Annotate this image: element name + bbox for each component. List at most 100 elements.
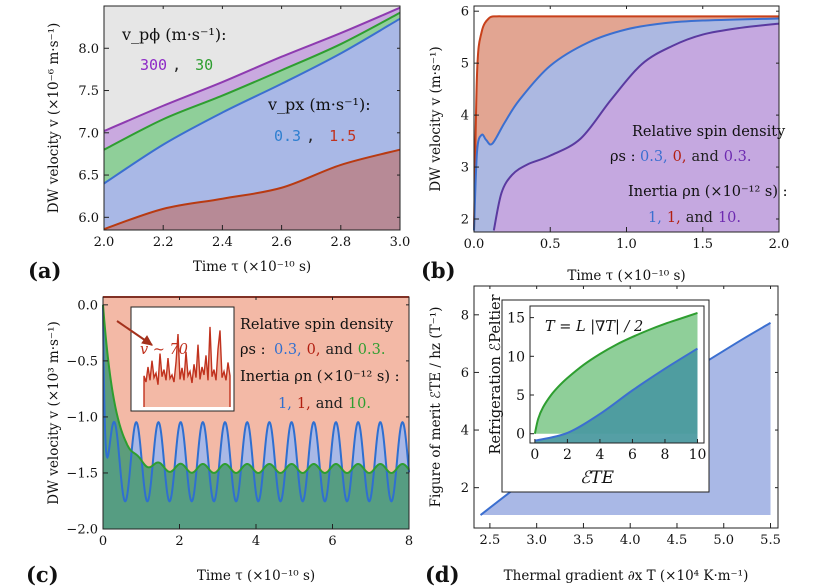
panel-a-vp-values-value: 30 [195, 56, 213, 74]
panel-b-xtick-label: 0.0 [464, 237, 485, 252]
panel-a-line-purple [103, 6, 401, 133]
panel-d-inset-frame [529, 305, 705, 444]
panel-c-ytick-label: −0.5 [66, 354, 98, 369]
panel-d-inset-line-blue [534, 347, 699, 442]
panel-a-ytick-label: 7.0 [78, 126, 99, 141]
panel-c-spin-values-value: and [326, 342, 353, 358]
panel-c-xtick-label: 8 [405, 534, 413, 549]
panel-b-line-red [473, 15, 779, 231]
panel-a-xtick-label: 2.8 [330, 235, 351, 250]
panel-d-inset: 0 2 4 6 8 10 0 5 10 15 T = L |∇T| / 2 ℰTE Refrigerat… [488, 294, 710, 493]
panel-c-inertia-values-value: 1, [278, 396, 292, 412]
panel-b-inertia-values: 1, 1, and 10. [648, 210, 741, 226]
panel-a-ytick-label: 8.0 [78, 42, 99, 57]
panel-b-ytick-label: 2 [461, 213, 469, 228]
panel-b-xtick-label: 2.0 [769, 237, 790, 252]
panel-a-vx-values-value: 0.3 [274, 127, 301, 145]
panel-c-spin-values-value: 0, [307, 342, 321, 358]
panel-a-vp-values: 300, 30 [140, 56, 213, 74]
panel-a-ytick-label: 6.0 [78, 211, 99, 226]
panel-a-line-green [103, 11, 401, 151]
panel-b-spin-values-value: 0.3, [640, 149, 668, 165]
panel-c-label: (c) [26, 562, 59, 587]
panel-c-ytick-label: −1.0 [66, 410, 98, 425]
panel-a-vx-title: v_px (m·s⁻¹): [267, 95, 371, 114]
panel-d-inset-ytick-label: 15 [507, 311, 525, 327]
panel-c-ytick-label: −2.0 [66, 523, 98, 538]
panel-d-ytick-label: 6 [461, 366, 469, 381]
panel-a-vx-values-value: , [306, 127, 324, 145]
panel-a-vp-title: v_pϕ (m·s⁻¹): [121, 25, 226, 44]
panel-a-xlabel: Time τ (×10⁻¹⁰ s) [193, 259, 311, 275]
panel-c-inset-label: v ~ 70 [140, 342, 188, 358]
panel-a-vp-values-value: , [172, 56, 190, 74]
panel-b-ytick-label: 6 [461, 5, 469, 20]
panel-b-xtick-label: 1.0 [616, 237, 637, 252]
panel-d-xtick-label: 5.0 [713, 533, 734, 548]
panel-c-ylabel: DW velocity v (×10³ m·s⁻¹) [46, 321, 62, 504]
panel-d-ytick-label: 4 [461, 424, 469, 439]
panel-a-vp-values-value: 300 [140, 56, 167, 74]
panel-b-spin-values-value: 0.3. [724, 149, 752, 165]
panel-c-inset-line [143, 326, 231, 407]
panel-d-xtick-label: 5.5 [760, 533, 781, 548]
panel-c-ytick-label: 0.0 [77, 298, 98, 313]
panel-c-inset: v ~ 70 [116, 306, 235, 412]
panel-b-spin-title: Relative spin density [632, 124, 786, 140]
panel-d-inset-ytick-label: 0 [516, 427, 525, 443]
panel-c-inertia-values-value: and [316, 396, 343, 412]
panel-d-xtick-label: 3.5 [573, 533, 594, 548]
panel-a-ytick-label: 7.5 [78, 84, 99, 99]
panel-b-inertia-values-value: 10. [718, 210, 741, 226]
panel-c-xtick-label: 4 [252, 534, 260, 549]
panel-d-inset-line-green [533, 312, 698, 434]
panel-d-frame [473, 285, 779, 529]
panel-b-line-purple [492, 22, 780, 231]
panel-b-area-purple [493, 23, 779, 232]
panel-d-label: (d) [425, 562, 460, 587]
panel-d-inset-ytick-label: 10 [507, 349, 525, 365]
panel-b-ylabel: DW velocity v (m·s⁻¹) [428, 46, 444, 191]
panel-c-xtick-label: 0 [99, 534, 107, 549]
panel-a-line-blue [103, 17, 401, 185]
panel-d-xtick-label: 4.5 [667, 533, 688, 548]
panel-b-xlabel: Time τ (×10⁻¹⁰ s) [567, 268, 685, 284]
panel-b-ytick-label: 3 [461, 161, 469, 176]
panel-c-line-green [102, 304, 410, 474]
panel-d-ytick-label: 8 [461, 308, 469, 323]
panel-d-inset-xtick-label: 2 [563, 447, 572, 463]
panel-b-ytick-label: 4 [461, 109, 469, 124]
panel-c-spin-symbol: ρs : [240, 342, 265, 358]
panel-d-xtick-label: 4.0 [620, 533, 641, 548]
panel-b-spin-symbol: ρs : [610, 149, 635, 165]
panel-d-inset-xtick-label: 6 [628, 447, 637, 463]
panel-d-inset-xlabel: ℰTE [580, 468, 615, 488]
panel-a-xtick-label: 2.2 [153, 235, 174, 250]
panel-d-inset-xtick-label: 8 [661, 447, 670, 463]
panel-b-ytick-label: 5 [461, 57, 469, 72]
panel-c-inertia-values-value: 1, [297, 396, 311, 412]
panel-c-spin-values-value: 0.3, [274, 342, 302, 358]
panel-d-ylabel: Figure of merit ℰTE / hz (T⁻¹) [428, 307, 444, 508]
panel-b-spin-values-value: 0, [673, 149, 687, 165]
panel-a-xtick-label: 2.4 [212, 235, 233, 250]
panel-b-inertia-values-value: 1, [667, 210, 681, 226]
panel-a-vx-values-value: 1.5 [329, 127, 356, 145]
panel-d-inset-xtick-label: 10 [689, 447, 707, 463]
panel-b-xtick-label: 0.5 [540, 237, 561, 252]
panel-c-xtick-label: 6 [328, 534, 336, 549]
panel-b-inertia-title: Inertia ρn (×10⁻¹² s) : [628, 184, 788, 200]
panel-c-area-green [103, 304, 409, 529]
panel-b-label: (b) [421, 258, 456, 283]
panel-c: 0 2 4 6 8 0.0 −0.5 −1.0 −1.5 −2.0 Time τ (×10⁻¹⁰ s… [26, 296, 413, 587]
panel-b-xtick-label: 1.5 [692, 237, 713, 252]
panel-b-line-blue [473, 17, 780, 231]
panel-a-label: (a) [28, 258, 61, 283]
panel-c-inertia-values-value: 10. [348, 396, 371, 412]
panel-c-spin-title: Relative spin density [240, 317, 394, 333]
panel-a: 2.0 2.2 2.4 2.6 2.8 3.0 6.0 6.5 7.0 7.5 8.0 Time τ … [28, 5, 410, 283]
panel-d-xlabel: Thermal gradient ∂x T (×10⁴ K·m⁻¹) [504, 568, 749, 584]
panel-b-spin-values-value: and [692, 149, 719, 165]
panel-d-ytick-label: 2 [461, 481, 469, 496]
